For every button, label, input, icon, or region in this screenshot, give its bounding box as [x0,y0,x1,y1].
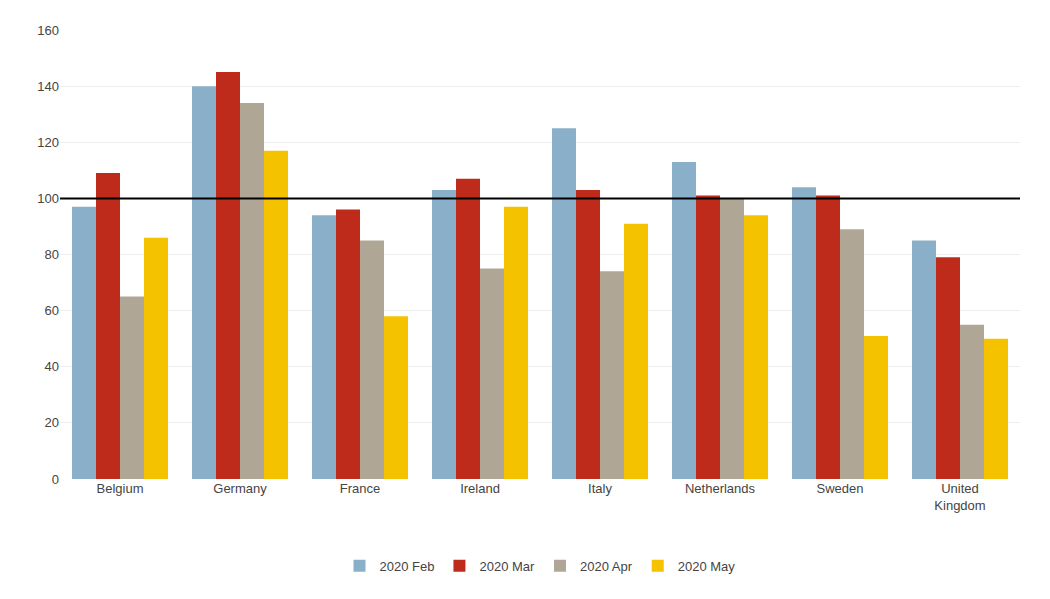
svg-text:UnitedKingdom: UnitedKingdom [934,481,985,513]
svg-text:100: 100 [37,191,59,206]
svg-text:Ireland: Ireland [460,481,500,496]
svg-text:40: 40 [45,359,59,374]
svg-text:0: 0 [52,472,59,487]
svg-text:160: 160 [37,23,59,38]
svg-text:Germany: Germany [213,481,267,496]
svg-text:20: 20 [45,415,59,430]
svg-text:Netherlands: Netherlands [685,481,756,496]
svg-text:France: France [340,481,380,496]
svg-text:Italy: Italy [588,481,612,496]
svg-text:2020 May: 2020 May [678,559,736,574]
svg-text:60: 60 [45,303,59,318]
svg-text:80: 80 [45,247,59,262]
svg-text:Sweden: Sweden [817,481,864,496]
svg-text:2020 Feb: 2020 Feb [380,559,435,574]
svg-text:Belgium: Belgium [97,481,144,496]
svg-text:140: 140 [37,79,59,94]
svg-text:2020 Mar: 2020 Mar [479,559,535,574]
svg-text:2020 Apr: 2020 Apr [580,559,633,574]
svg-text:120: 120 [37,135,59,150]
